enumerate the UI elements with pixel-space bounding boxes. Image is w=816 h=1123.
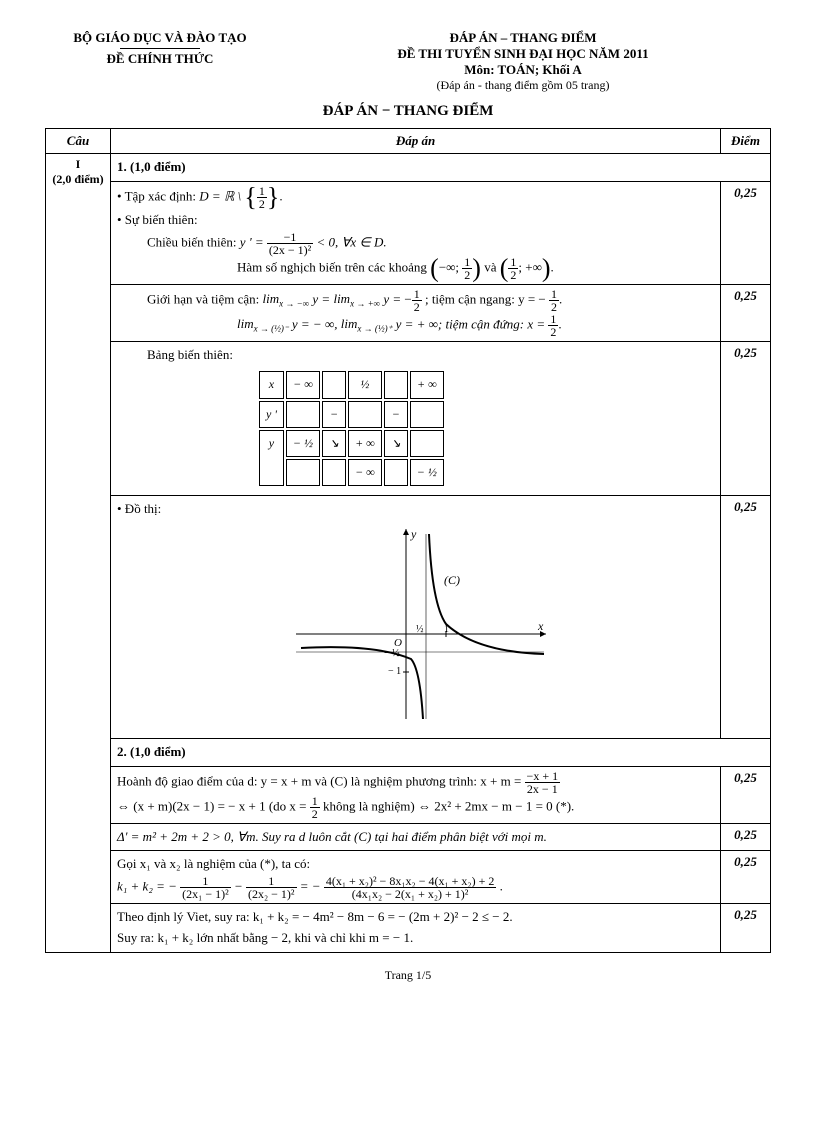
variation-label: • Sự biến thiên: [117,212,198,227]
row3-answer: Bảng biến thiên: x − ∞ ½ + ∞ y ' − − [111,341,721,496]
svg-text:x: x [537,619,544,633]
limit-label: Giới hạn và tiệm cận: [147,291,263,306]
variation-table: x − ∞ ½ + ∞ y ' − − y − ½↘ + ∞ [257,369,446,488]
th-points: Điểm [721,129,771,154]
svg-text:½: ½ [416,624,424,635]
row6-points: 0,25 [721,823,771,851]
answer-table: Câu Đáp án Điểm I (2,0 điểm) 1. (1,0 điể… [45,128,771,953]
q-num: I [76,157,81,171]
divider [120,48,200,49]
row5-points: 0,25 [721,766,771,823]
svg-text:− ½: − ½ [384,648,400,659]
function-graph: x y O (C) ½ 1 − ½ − 1 [276,524,556,724]
question-number-cell: I (2,0 điểm) [46,154,111,953]
row7-points: 0,25 [721,851,771,904]
row8-answer: Theo định lý Viet, suy ra: k₁ + k₂ = − 4… [111,904,721,953]
row2-points: 0,25 [721,284,771,341]
graph-label: • Đồ thị: [117,501,161,516]
row2-answer: Giới hạn và tiệm cận: limx → −∞ y = limx… [111,284,721,341]
row7-answer: Gọi x₁ và x₂ là nghiệm của (*), ta có: k… [111,851,721,904]
row1-points: 0,25 [721,181,771,284]
page-header: BỘ GIÁO DỤC VÀ ĐÀO TẠO ĐỀ CHÍNH THỨC ĐÁP… [45,30,771,93]
row4-points: 0,25 [721,496,771,739]
mono-math1: y ' = [240,234,267,249]
svg-text:− 1: − 1 [388,666,401,677]
row8-points: 0,25 [721,904,771,953]
part2-label: 2. (1,0 điểm) [111,738,771,766]
mono-math2: < 0, ∀x ∈ D. [316,234,386,249]
mono-text: Hàm số nghịch biến trên các khoảng [237,259,430,274]
vtable-label: Bảng biến thiên: [147,347,233,362]
main-title: ĐÁP ÁN − THANG ĐIỂM [45,103,771,120]
title-2: ĐỀ THI TUYỂN SINH ĐẠI HỌC NĂM 2011 [275,46,771,62]
subject-line: Môn: TOÁN; Khối A [275,62,771,78]
domain-math: D = ℝ \ [199,188,241,203]
th-question: Câu [46,129,111,154]
row1-answer: • Tập xác định: D = ℝ \ {12}. • Sự biến … [111,181,721,284]
ministry-line: BỘ GIÁO DỤC VÀ ĐÀO TẠO [45,30,275,46]
svg-text:(C): (C) [444,573,460,587]
row5-answer: Hoành độ giao điểm của d: y = x + m và (… [111,766,721,823]
title-1: ĐÁP ÁN – THANG ĐIỂM [275,30,771,46]
domain-label: • Tập xác định: [117,188,199,203]
row4-answer: • Đồ thị: [111,496,721,739]
row3-points: 0,25 [721,341,771,496]
pages-note: (Đáp án - thang điểm gồm 05 trang) [275,78,771,93]
page-footer: Trang 1/5 [45,968,771,983]
th-answer: Đáp án [111,129,721,154]
mono-label: Chiều biến thiên: [147,234,240,249]
part1-label: 1. (1,0 điểm) [111,154,771,182]
q-total: (2,0 điểm) [52,172,103,186]
official-line: ĐỀ CHÍNH THỨC [45,51,275,67]
row6-answer: Δ' = m² + 2m + 2 > 0, ∀m. Suy ra d luôn … [111,823,721,851]
svg-text:y: y [410,527,417,541]
